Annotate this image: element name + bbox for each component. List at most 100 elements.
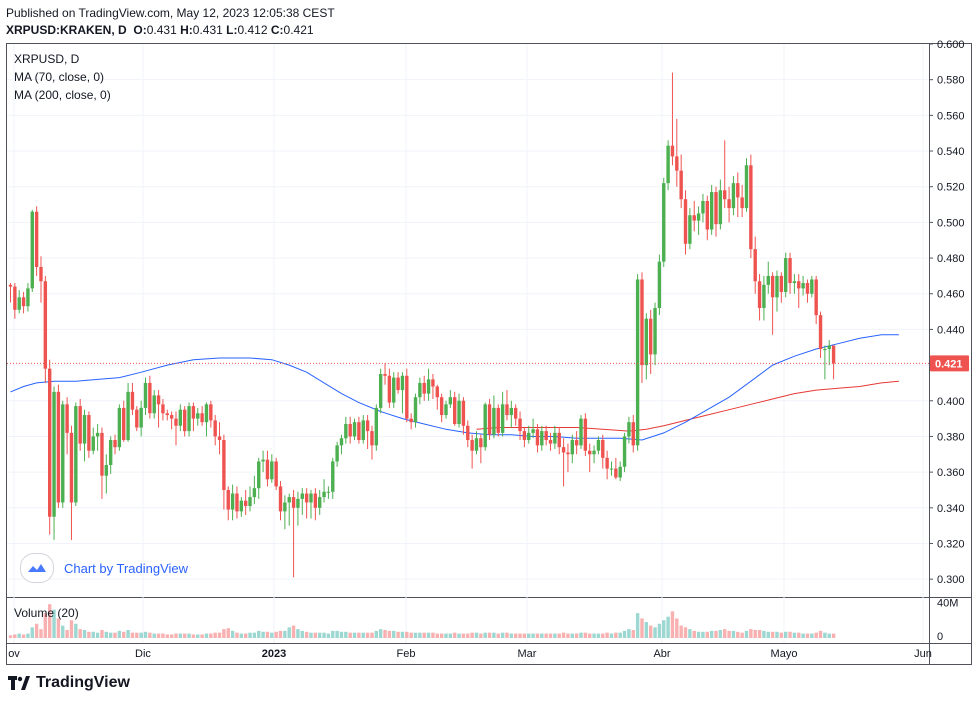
candle-body-up — [82, 415, 87, 444]
price-tick-label: 0.440 — [937, 324, 965, 336]
volume-bar — [505, 632, 509, 638]
price-tick-label: 0.480 — [937, 253, 965, 265]
tradingview-watermark[interactable]: Chart by TradingView — [20, 553, 188, 583]
time-tick-label: 2023 — [262, 648, 286, 660]
candle-body-up — [426, 379, 431, 394]
candle-body-down — [557, 432, 561, 448]
volume-bar — [405, 631, 409, 638]
candle-body-down — [235, 493, 239, 512]
candle-body-up — [744, 165, 749, 209]
candle-body-down — [156, 395, 161, 405]
volume-bar — [509, 633, 514, 638]
candle-body-up — [810, 279, 814, 294]
volume-bar — [740, 632, 744, 638]
candle-body-up — [74, 406, 78, 503]
candle-body-up — [688, 215, 692, 244]
candle-body-up — [309, 493, 313, 503]
candle-body-down — [692, 215, 696, 221]
candle-body-up — [500, 404, 505, 433]
volume-bar — [418, 632, 422, 638]
volume-bar — [439, 633, 444, 638]
volume-bar — [736, 631, 740, 638]
candle-body-down — [522, 431, 527, 441]
volume-bar — [200, 634, 204, 638]
volume-bar — [8, 635, 13, 638]
volume-bar — [204, 633, 209, 638]
volume-bar — [392, 630, 396, 638]
candle-body-down — [518, 418, 522, 432]
volume-bar — [69, 620, 74, 638]
candle-body-up — [91, 436, 95, 451]
candle-body-up — [322, 491, 326, 498]
candle-body-down — [479, 438, 483, 448]
volume-bar — [148, 632, 152, 638]
candle-body-up — [662, 183, 666, 262]
volume-bar — [365, 632, 370, 638]
candle-body-down — [566, 452, 570, 455]
candle-body-up — [300, 493, 304, 499]
candle-body-down — [56, 391, 61, 503]
volume-bar — [252, 632, 257, 638]
volume-bar — [570, 633, 574, 638]
candle-body-down — [431, 379, 435, 387]
candle-body-down — [675, 156, 679, 171]
volume-bar — [322, 632, 326, 638]
candle-body-up — [474, 438, 479, 451]
footer-brand[interactable]: TradingView — [8, 674, 130, 692]
candle-body-up — [762, 284, 766, 309]
price-tick-label: 0.540 — [937, 146, 965, 158]
ohlc-high: H:0.431 — [180, 23, 223, 37]
candle-body-down — [535, 429, 540, 446]
volume-bar — [692, 630, 696, 638]
candle-body-down — [544, 431, 548, 441]
volume-bar — [775, 631, 779, 638]
candle-body-down — [640, 279, 644, 366]
volume-bar — [531, 633, 535, 638]
legend-volume[interactable]: Volume (20) — [14, 606, 79, 620]
candle-body-up — [775, 275, 779, 298]
candle-body-down — [736, 183, 740, 198]
time-tick-label: Abr — [653, 648, 670, 660]
candle-body-down — [405, 375, 409, 419]
volume-bar — [52, 609, 56, 638]
volume-bar — [583, 632, 588, 638]
candle-body-down — [13, 286, 17, 310]
candle-body-down — [165, 413, 169, 416]
candle-body-up — [531, 429, 535, 433]
candle-body-up — [801, 283, 805, 289]
candle-body-down — [588, 450, 592, 455]
candle-body-up — [204, 404, 209, 423]
candle-body-up — [261, 459, 265, 462]
legend-ma70[interactable]: MA (70, close, 0) — [14, 70, 105, 84]
volume-bar — [213, 632, 217, 638]
candle-body-up — [270, 461, 274, 480]
volume-bar — [640, 618, 644, 638]
candle-body-up — [108, 440, 113, 465]
candle-body-up — [26, 288, 30, 307]
volume-bar — [91, 631, 95, 638]
candle-body-down — [614, 468, 618, 478]
volume-bar — [448, 633, 453, 638]
volume-bar — [78, 629, 82, 638]
candle-body-up — [509, 407, 514, 416]
volume-bar — [139, 632, 143, 638]
legend-ma200[interactable]: MA (200, close, 0) — [14, 88, 111, 102]
candle-body-down — [183, 409, 187, 432]
candle-body-down — [818, 315, 823, 350]
volume-bar — [731, 630, 736, 638]
tradingview-logo-icon — [8, 676, 30, 690]
candle-body-down — [200, 413, 204, 423]
volume-bar — [688, 629, 692, 638]
candle-body-up — [339, 438, 344, 446]
volume-bar — [766, 631, 770, 638]
volume-bar — [500, 632, 505, 638]
volume-bar — [461, 633, 466, 638]
volume-bar — [156, 633, 161, 638]
candle-body-up — [457, 400, 461, 424]
watermark-text: Chart by TradingView — [64, 560, 189, 576]
candle-body-up — [152, 395, 156, 414]
candle-body-up — [230, 493, 235, 510]
volume-bar — [378, 629, 383, 638]
candle-body-down — [439, 397, 444, 416]
